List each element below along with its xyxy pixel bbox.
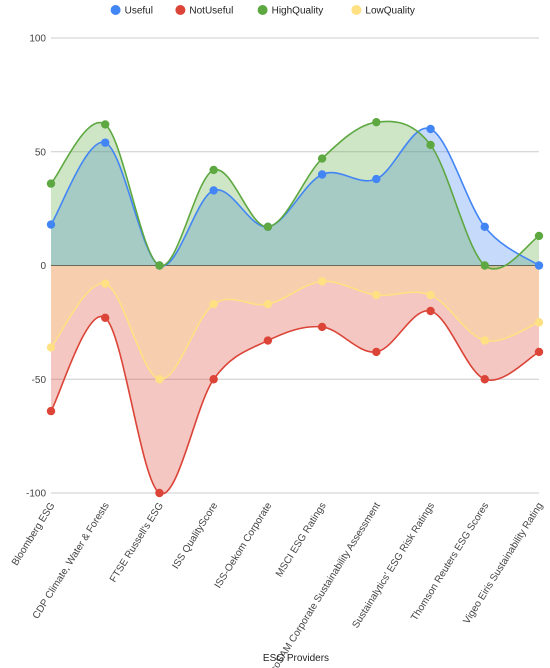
point-useful[interactable] (317, 170, 327, 179)
point-useful[interactable] (534, 261, 544, 270)
point-notuseful[interactable] (209, 375, 218, 384)
point-highquality[interactable] (372, 117, 381, 127)
point-lowquality[interactable] (317, 277, 327, 286)
point-useful[interactable] (209, 186, 218, 195)
legend-item-notuseful[interactable]: NotUseful (175, 5, 233, 17)
point-highquality[interactable] (155, 261, 164, 270)
series-areas (51, 121, 539, 494)
point-notuseful[interactable] (155, 488, 164, 498)
point-lowquality[interactable] (155, 375, 164, 384)
point-highquality[interactable] (209, 165, 218, 175)
point-notuseful[interactable] (46, 406, 56, 416)
point-lowquality[interactable] (101, 279, 110, 288)
x-tick-label: FTSE Russell's ESG (108, 501, 166, 585)
legend-marker (110, 5, 121, 15)
point-notuseful[interactable] (372, 347, 381, 357)
point-useful[interactable] (480, 222, 489, 232)
area-lowquality (51, 265, 539, 380)
x-tick-label: RobecoSAM Corporate Sustainability Asses… (256, 501, 383, 668)
point-notuseful[interactable] (263, 336, 273, 345)
x-tick-label: ISS-Oekom Corporate (213, 500, 275, 590)
point-notuseful[interactable] (317, 322, 327, 332)
y-tick-label: -50 (32, 375, 47, 386)
legend-marker (257, 5, 268, 15)
legend-item-lowquality[interactable]: LowQuality (351, 5, 415, 17)
point-notuseful[interactable] (480, 375, 489, 384)
point-useful[interactable] (372, 174, 381, 184)
x-axis-title: ESG Providers (263, 653, 329, 664)
y-tick-label: -100 (26, 489, 46, 500)
area-highquality (51, 121, 539, 269)
gridlines (51, 37, 539, 494)
legend-label: NotUseful (189, 6, 233, 17)
line-highquality (50, 120, 540, 270)
point-highquality[interactable] (317, 154, 327, 163)
legend-item-highquality[interactable]: HighQuality (257, 5, 324, 17)
legend-label: Useful (125, 6, 153, 17)
point-highquality[interactable] (426, 140, 435, 150)
y-tick-labels: -100 -50 0 50 100 (26, 34, 46, 500)
point-highquality[interactable] (101, 120, 110, 129)
area-useful (51, 128, 539, 267)
area-notuseful (51, 265, 539, 494)
y-tick-label: 0 (40, 261, 46, 272)
point-notuseful[interactable] (426, 306, 435, 316)
point-highquality[interactable] (480, 261, 489, 270)
point-highquality[interactable] (46, 179, 56, 188)
x-tick-label: Bloomberg ESG (10, 501, 58, 568)
point-highquality[interactable] (263, 222, 273, 232)
point-lowquality[interactable] (209, 299, 218, 309)
legend[interactable]: Useful NotUseful HighQuality LowQuality (110, 5, 415, 17)
point-useful[interactable] (46, 220, 56, 229)
point-highquality[interactable] (534, 231, 544, 241)
x-tick-label: MSCI ESG Ratings (274, 501, 329, 579)
point-useful[interactable] (426, 124, 435, 134)
legend-marker (175, 5, 186, 15)
point-notuseful[interactable] (534, 347, 544, 357)
point-lowquality[interactable] (46, 343, 56, 352)
point-lowquality[interactable] (372, 290, 381, 300)
series-points (46, 117, 544, 498)
legend-marker (351, 5, 362, 15)
point-lowquality[interactable] (480, 336, 489, 345)
point-lowquality[interactable] (426, 290, 435, 300)
x-tick-label: ISS QualityScore (171, 500, 221, 571)
legend-label: LowQuality (365, 6, 414, 17)
legend-item-useful[interactable]: Useful (110, 5, 153, 17)
point-lowquality[interactable] (534, 318, 544, 327)
point-notuseful[interactable] (101, 313, 110, 323)
y-tick-label: 100 (29, 34, 46, 45)
point-useful[interactable] (101, 138, 110, 147)
point-lowquality[interactable] (263, 299, 273, 309)
legend-label: HighQuality (272, 6, 324, 17)
y-tick-label: 50 (35, 147, 47, 158)
